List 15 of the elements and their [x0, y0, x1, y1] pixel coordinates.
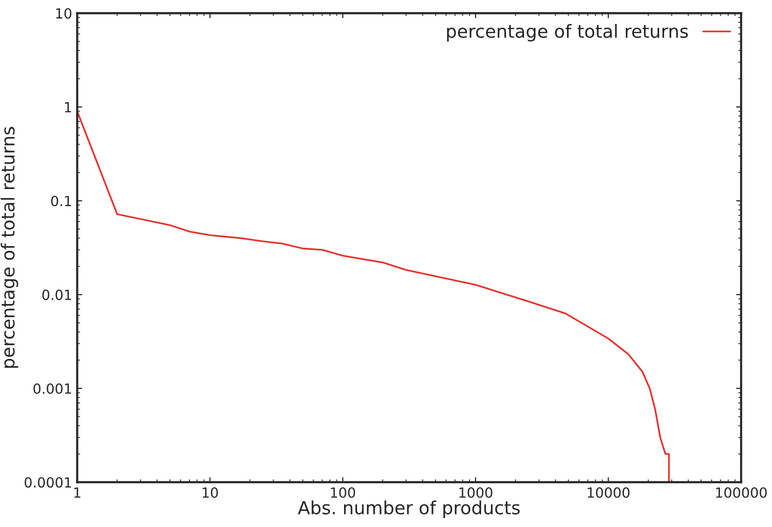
y-tick-label: 0.01 [42, 290, 72, 300]
x-tick-label: 10000 [588, 487, 630, 498]
legend-label: percentage of total returns [447, 24, 688, 42]
x-tick-label: 100000 [716, 487, 767, 498]
y-tick-label: 0.1 [51, 196, 72, 206]
y-tick-label: 0.0001 [24, 477, 72, 488]
y-axis-title: percentage of total returns [0, 126, 18, 368]
x-tick-label: 1000 [459, 487, 492, 498]
x-tick-label: 10 [202, 487, 218, 498]
y-tick-label: 1 [65, 102, 72, 112]
y-tick-label: 0.001 [33, 383, 72, 394]
x-axis-title: Abs. number of products [298, 500, 520, 518]
y-tick-label: 10 [56, 8, 72, 19]
x-tick-label: 1 [74, 487, 80, 498]
x-tick-label: 100 [331, 487, 356, 498]
